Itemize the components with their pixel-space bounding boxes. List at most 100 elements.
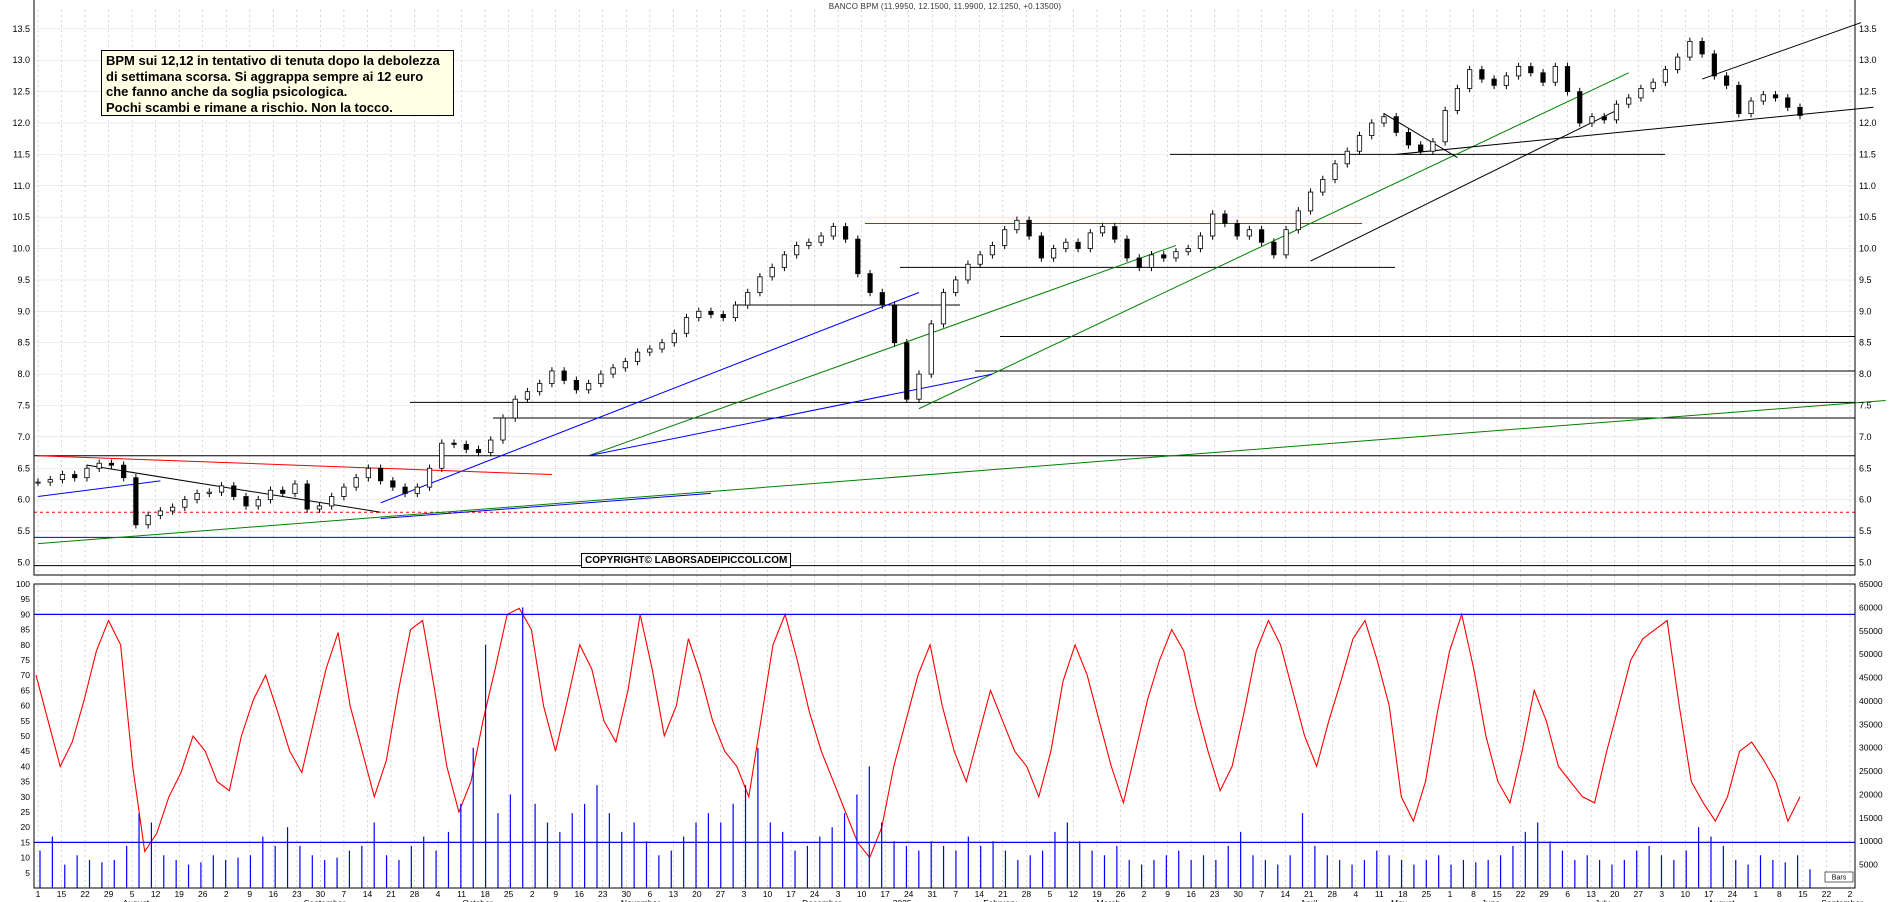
oscillator-tick: 20	[21, 822, 31, 832]
candle-body	[1772, 94, 1779, 99]
day-tick: 1	[1448, 889, 1453, 899]
candle-body	[292, 483, 298, 494]
price-tick-left: 8.0	[17, 369, 30, 379]
volume-tick: 5000	[1859, 860, 1878, 870]
candle-body	[243, 496, 249, 507]
price-tick-right: 12.0	[1859, 118, 1877, 128]
day-tick: 25	[1422, 889, 1432, 899]
candle-body	[1246, 229, 1252, 237]
candle-body	[280, 489, 286, 494]
day-tick: 15	[1798, 889, 1808, 899]
candle-body	[1699, 40, 1705, 55]
price-tick-left: 13.5	[12, 24, 30, 34]
price-tick-right: 10.0	[1859, 244, 1877, 254]
candle-body	[1320, 179, 1326, 193]
month-label: September	[1821, 898, 1863, 902]
candle-body	[1283, 229, 1289, 256]
month-label: November	[621, 898, 660, 902]
day-tick: 30	[1233, 889, 1243, 899]
candle-body	[696, 310, 702, 319]
candle-body	[647, 348, 653, 353]
oscillator-tick: 95	[21, 594, 31, 604]
volume-tick: 35000	[1859, 719, 1883, 729]
day-tick: 13	[669, 889, 679, 899]
price-tick-left: 9.0	[17, 306, 30, 316]
volume-tick: 50000	[1859, 649, 1883, 659]
candle-body	[1491, 78, 1497, 86]
day-tick: 8	[1777, 889, 1782, 899]
oscillator-tick: 75	[21, 655, 31, 665]
day-tick: 19	[174, 889, 184, 899]
candle-body	[1515, 66, 1522, 77]
price-tick-right: 6.5	[1859, 463, 1872, 473]
candle-body	[1589, 116, 1595, 124]
volume-tick: 65000	[1859, 579, 1883, 589]
oscillator-tick: 55	[21, 716, 31, 726]
candle-body	[1638, 88, 1644, 99]
candle-body	[72, 474, 78, 479]
day-tick: 22	[1516, 889, 1526, 899]
day-tick: 15	[57, 889, 67, 899]
price-tick-left: 9.5	[17, 275, 30, 285]
candle-body	[1736, 84, 1742, 114]
candle-body	[1577, 91, 1583, 124]
day-tick: 28	[410, 889, 420, 899]
candle-body	[1687, 40, 1693, 58]
day-tick: 23	[598, 889, 608, 899]
candle-body	[659, 342, 665, 350]
chart-frame	[33, 0, 1856, 889]
candle-body	[59, 474, 66, 480]
oscillator-tick: 85	[21, 625, 31, 635]
price-tick-left: 8.5	[17, 338, 30, 348]
candle-body	[1552, 66, 1558, 83]
candle-body	[855, 238, 861, 275]
candle-body	[1271, 241, 1277, 256]
month-label: October	[462, 898, 492, 902]
price-tick-right: 13.0	[1859, 55, 1877, 65]
price-tick-left: 12.5	[12, 87, 30, 97]
oscillator-tick: 80	[21, 640, 31, 650]
candle-body	[1197, 235, 1204, 249]
candle-body	[316, 505, 323, 510]
day-tick: 17	[880, 889, 890, 899]
candle-body	[1356, 135, 1363, 152]
day-tick: 28	[1328, 889, 1338, 899]
copyright-label: COPYRIGHT© LABORSADEIPICCOLI.COM	[581, 553, 792, 568]
candle-body	[35, 481, 41, 484]
month-label: August	[1708, 898, 1735, 902]
trend-line	[380, 292, 920, 504]
day-tick: 10	[857, 889, 867, 899]
day-tick: 9	[247, 889, 252, 899]
candle-body	[524, 391, 531, 400]
oscillator-tick: 40	[21, 761, 31, 771]
day-tick: 14	[975, 889, 985, 899]
volume-bars	[39, 607, 1811, 888]
candle-body	[830, 226, 836, 237]
price-tick-right: 11.5	[1859, 149, 1876, 159]
day-tick: 11	[457, 889, 466, 899]
candle-body	[1393, 116, 1399, 133]
day-tick: 27	[1633, 889, 1643, 899]
candle-body	[1222, 213, 1228, 224]
trend-line	[380, 492, 712, 519]
day-tick: 4	[1353, 889, 1358, 899]
candle-body	[598, 373, 604, 384]
price-tick-right: 6.0	[1859, 495, 1872, 505]
day-tick: 5	[130, 889, 135, 899]
indicator-panel-frame	[33, 583, 1856, 889]
price-panel-frame	[33, 0, 1856, 576]
day-tick: 7	[953, 889, 958, 899]
candle-body	[1112, 226, 1118, 240]
price-tick-right: 5.0	[1859, 557, 1872, 567]
candle-body	[1601, 116, 1607, 121]
candle-body	[745, 292, 751, 306]
candle-body	[1479, 69, 1485, 80]
candle-body	[402, 486, 408, 494]
month-label: June	[1482, 898, 1501, 902]
day-tick: 9	[553, 889, 558, 899]
volume-tick: 25000	[1859, 766, 1883, 776]
price-tick-right: 8.5	[1859, 338, 1872, 348]
price-tick-left: 5.5	[17, 526, 30, 536]
day-tick: 16	[575, 889, 585, 899]
